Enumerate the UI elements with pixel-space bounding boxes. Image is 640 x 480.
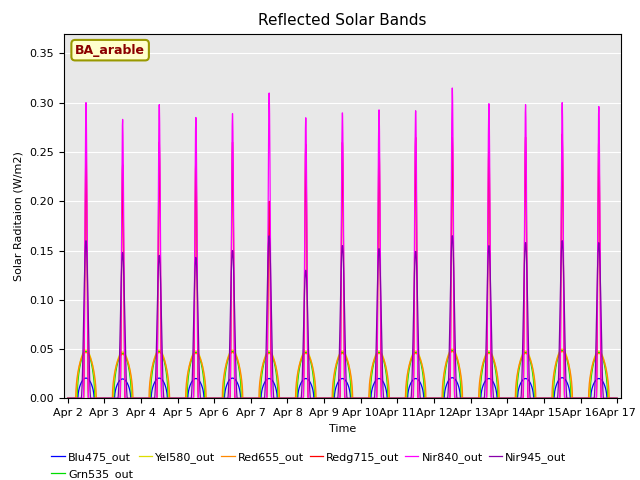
Red655_out: [435, 396, 443, 401]
Yel580_out: [558, 346, 566, 352]
Nir945_out: [612, 396, 620, 401]
Red655_out: [613, 396, 621, 401]
Nir945_out: [435, 396, 443, 401]
Red655_out: [465, 396, 473, 401]
Nir945_out: [322, 396, 330, 401]
Grn535_out: [64, 396, 72, 401]
Yel580_out: [163, 366, 170, 372]
Line: Nir945_out: Nir945_out: [68, 236, 617, 398]
Grn535_out: [558, 348, 566, 353]
Nir840_out: [613, 396, 621, 401]
Blu475_out: [613, 396, 621, 401]
Red655_out: [558, 348, 566, 354]
Nir945_out: [449, 233, 456, 239]
Title: Reflected Solar Bands: Reflected Solar Bands: [258, 13, 427, 28]
Grn535_out: [435, 396, 443, 401]
Redg715_out: [465, 396, 473, 401]
Blu475_out: [465, 396, 473, 401]
Blu475_out: [612, 396, 620, 401]
Yel580_out: [435, 396, 443, 401]
Red655_out: [497, 396, 504, 401]
Nir840_out: [612, 396, 620, 401]
Red655_out: [612, 396, 620, 401]
Yel580_out: [613, 396, 621, 401]
Red655_out: [322, 396, 330, 401]
Line: Grn535_out: Grn535_out: [68, 350, 617, 398]
Nir945_out: [64, 396, 72, 401]
Blu475_out: [558, 375, 566, 381]
Grn535_out: [497, 396, 504, 401]
Nir840_out: [64, 396, 72, 401]
Yel580_out: [612, 396, 620, 401]
Grn535_out: [612, 396, 620, 401]
Red655_out: [64, 396, 72, 401]
Redg715_out: [163, 396, 170, 401]
Line: Nir840_out: Nir840_out: [68, 88, 617, 398]
Blu475_out: [163, 387, 170, 393]
Text: BA_arable: BA_arable: [75, 44, 145, 57]
Line: Yel580_out: Yel580_out: [68, 349, 617, 398]
Nir840_out: [322, 396, 330, 401]
Line: Blu475_out: Blu475_out: [68, 378, 617, 398]
Line: Redg715_out: Redg715_out: [68, 134, 617, 398]
Yel580_out: [64, 396, 72, 401]
Legend: Blu475_out, Grn535_out, Yel580_out, Red655_out, Redg715_out, Nir840_out, Nir945_: Blu475_out, Grn535_out, Yel580_out, Red6…: [47, 448, 571, 480]
Blu475_out: [322, 396, 330, 401]
Nir945_out: [466, 396, 474, 401]
Redg715_out: [64, 396, 72, 401]
Redg715_out: [435, 396, 443, 401]
Blu475_out: [64, 396, 72, 401]
Nir945_out: [163, 396, 170, 401]
Grn535_out: [613, 396, 621, 401]
Nir945_out: [497, 396, 504, 401]
Nir840_out: [163, 396, 170, 401]
Yel580_out: [322, 396, 330, 401]
Yel580_out: [497, 396, 504, 401]
Nir840_out: [466, 396, 474, 401]
Redg715_out: [322, 396, 330, 401]
Nir840_out: [497, 396, 504, 401]
Blu475_out: [497, 396, 504, 401]
Grn535_out: [163, 370, 170, 376]
Redg715_out: [558, 132, 566, 137]
Red655_out: [163, 364, 170, 370]
Nir840_out: [449, 85, 456, 91]
X-axis label: Time: Time: [329, 424, 356, 433]
Redg715_out: [497, 396, 504, 401]
Grn535_out: [322, 396, 330, 401]
Redg715_out: [612, 396, 620, 401]
Line: Red655_out: Red655_out: [68, 351, 617, 398]
Blu475_out: [435, 396, 443, 401]
Grn535_out: [465, 396, 473, 401]
Yel580_out: [465, 396, 473, 401]
Nir840_out: [435, 396, 443, 401]
Nir945_out: [613, 396, 621, 401]
Redg715_out: [613, 396, 621, 401]
Y-axis label: Solar Raditaion (W/m2): Solar Raditaion (W/m2): [14, 151, 24, 281]
